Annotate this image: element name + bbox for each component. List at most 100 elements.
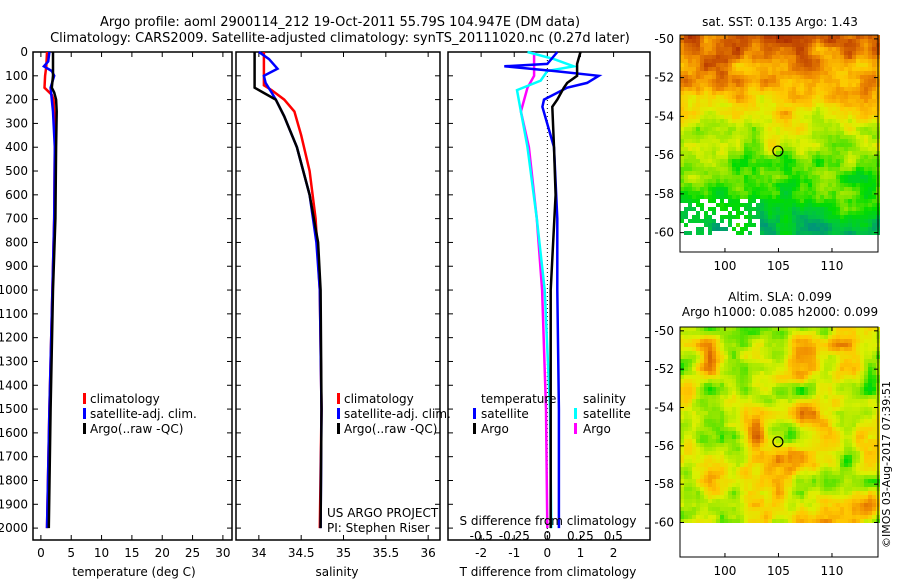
heatmap-cell: [748, 59, 752, 63]
heatmap-cell: [704, 415, 708, 419]
heatmap-cell: [780, 211, 784, 215]
heatmap-cell: [688, 491, 692, 495]
y-tick-label: 1600: [0, 426, 28, 440]
heatmap-cell: [872, 395, 876, 399]
heatmap-cell: [748, 163, 752, 167]
heatmap-cell: [864, 383, 868, 387]
heatmap-cell: [768, 467, 772, 471]
heatmap-cell: [704, 511, 708, 515]
heatmap-cell: [776, 219, 780, 223]
heatmap-cell: [688, 55, 692, 59]
heatmap-cell: [720, 495, 724, 499]
heatmap-cell: [804, 199, 808, 203]
heatmap-cell: [824, 203, 828, 207]
heatmap-cell: [792, 499, 796, 503]
heatmap-cell: [752, 87, 756, 91]
heatmap-cell: [712, 91, 716, 95]
heatmap-cell: [744, 371, 748, 375]
heatmap-cell: [732, 63, 736, 67]
heatmap-cell: [736, 487, 740, 491]
y-tick-label: 1700: [0, 450, 28, 464]
heatmap-cell: [812, 79, 816, 83]
heatmap-cell: [716, 75, 720, 79]
heatmap-cell: [820, 59, 824, 63]
y-tick-label: 300: [5, 116, 28, 130]
heatmap-cell: [820, 47, 824, 51]
heatmap-cell: [840, 451, 844, 455]
heatmap-cell: [804, 447, 808, 451]
heatmap-cell: [796, 107, 800, 111]
heatmap-cell: [752, 479, 756, 483]
heatmap-cell: [844, 351, 848, 355]
heatmap-cell: [712, 367, 716, 371]
heatmap-cell: [696, 191, 700, 195]
heatmap-cell: [868, 411, 872, 415]
heatmap-cell: [840, 355, 844, 359]
heatmap-cell: [792, 115, 796, 119]
heatmap-cell: [796, 183, 800, 187]
heatmap-cell: [776, 187, 780, 191]
heatmap-cell: [784, 195, 788, 199]
heatmap-cell: [776, 195, 780, 199]
heatmap-cell: [792, 443, 796, 447]
heatmap-cell: [776, 359, 780, 363]
heatmap-cell: [832, 47, 836, 51]
heatmap-cell: [808, 71, 812, 75]
heatmap-cell: [860, 343, 864, 347]
heatmap-cell: [796, 439, 800, 443]
heatmap-cell: [756, 383, 760, 387]
heatmap-cell: [848, 111, 852, 115]
heatmap-cell: [828, 439, 832, 443]
heatmap-cell: [852, 71, 856, 75]
heatmap-cell: [840, 127, 844, 131]
heatmap-cell: [820, 55, 824, 59]
heatmap-cell: [764, 391, 768, 395]
heatmap-cell: [836, 455, 840, 459]
heatmap-cell: [792, 159, 796, 163]
heatmap-cell: [700, 67, 704, 71]
heatmap-cell: [820, 231, 824, 235]
heatmap-cell: [848, 383, 852, 387]
y-tick-label: 1500: [0, 402, 28, 416]
heatmap-cell: [828, 359, 832, 363]
heatmap-cell: [800, 111, 804, 115]
heatmap-cell: [840, 43, 844, 47]
heatmap-cell: [684, 111, 688, 115]
heatmap-cell: [868, 123, 872, 127]
heatmap-cell: [700, 231, 704, 235]
heatmap-cell: [848, 139, 852, 143]
heatmap-cell: [736, 383, 740, 387]
heatmap-cell: [700, 399, 704, 403]
heatmap-cell: [856, 163, 860, 167]
heatmap-cell: [740, 491, 744, 495]
heatmap-cell: [760, 39, 764, 43]
heatmap-cell: [680, 503, 684, 507]
heatmap-cell: [776, 455, 780, 459]
heatmap-cell: [852, 331, 856, 335]
heatmap-cell: [704, 347, 708, 351]
heatmap-cell: [788, 507, 792, 511]
heatmap-cell: [860, 403, 864, 407]
heatmap-cell: [788, 159, 792, 163]
heatmap-cell: [784, 499, 788, 503]
heatmap-cell: [804, 495, 808, 499]
heatmap-cell: [804, 355, 808, 359]
heatmap-cell: [692, 463, 696, 467]
heatmap-cell: [816, 335, 820, 339]
heatmap-cell: [712, 135, 716, 139]
heatmap-cell: [868, 491, 872, 495]
y-tick-label: -56: [654, 148, 674, 162]
heatmap-cell: [684, 339, 688, 343]
heatmap-cell: [764, 399, 768, 403]
heatmap-cell: [808, 331, 812, 335]
heatmap-cell: [792, 503, 796, 507]
heatmap-cell: [780, 403, 784, 407]
heatmap-cell: [688, 327, 692, 331]
heatmap-cell: [828, 211, 832, 215]
heatmap-cell: [708, 383, 712, 387]
heatmap-cell: [732, 35, 736, 39]
heatmap-cell: [752, 75, 756, 79]
heatmap-cell: [700, 375, 704, 379]
heatmap-cell: [812, 159, 816, 163]
heatmap-cell: [860, 195, 864, 199]
